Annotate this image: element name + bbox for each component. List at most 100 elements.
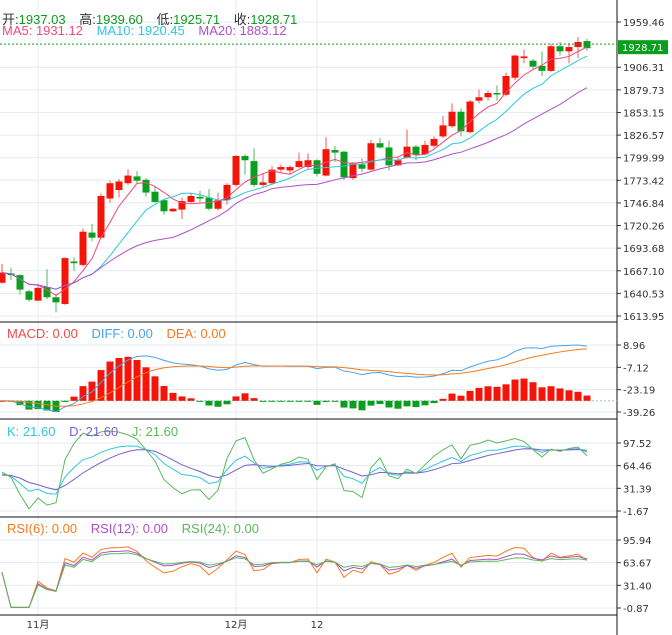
candle-down <box>241 155 249 161</box>
diff-legend: DIFF: 0.00 <box>91 326 153 341</box>
macd-bar <box>331 400 339 402</box>
macd-bar <box>511 379 519 401</box>
candle-up <box>430 138 438 146</box>
macd-bar <box>385 400 393 408</box>
macd-tick-label: -23.19 <box>623 386 655 397</box>
macd-bar <box>358 400 366 411</box>
candle-up <box>268 169 276 184</box>
candle-down <box>583 41 591 49</box>
macd-bar <box>502 384 510 401</box>
candle-down <box>340 151 348 178</box>
low-value: 1925.71 <box>173 12 221 27</box>
macd-bar <box>340 400 348 408</box>
candle-up <box>169 208 177 212</box>
macd-bar <box>241 393 249 401</box>
macd-bar <box>322 400 330 402</box>
low-label: 低: <box>156 12 174 27</box>
candle-up <box>475 97 483 101</box>
candle-up <box>565 47 573 52</box>
price-tick-label: 1906.31 <box>623 63 664 74</box>
macd-bar <box>178 396 186 401</box>
candle-up <box>439 125 447 137</box>
rsi-tick-label: -0.87 <box>623 604 649 615</box>
macd-bar <box>61 400 69 402</box>
macd-bar <box>187 398 195 401</box>
candle-down <box>538 65 546 71</box>
price-tick-label: 1879.73 <box>623 86 664 97</box>
candle-down <box>70 261 78 264</box>
rsi12-line <box>1 550 588 608</box>
candle-down <box>88 232 96 238</box>
candle-up <box>0 272 6 283</box>
macd-bar <box>466 390 474 401</box>
kdj-tick-label: 31.39 <box>623 484 652 495</box>
candle-up <box>61 258 69 305</box>
rsi6-legend: RSI(6): 0.00 <box>7 521 78 536</box>
macd-bar <box>295 400 303 402</box>
dea-line <box>1 348 588 407</box>
macd-bar <box>475 387 483 401</box>
macd-bar <box>259 400 267 402</box>
kdj-tick-label: 64.46 <box>623 462 652 473</box>
price-tick-label: 1667.10 <box>623 267 664 278</box>
ma10-line <box>1 55 588 290</box>
candle-up <box>421 144 429 155</box>
price-tick-label: 1746.84 <box>623 199 664 210</box>
candle-up <box>547 46 555 71</box>
macd-bar <box>394 400 402 409</box>
kdj-tick-label: -1.67 <box>623 507 649 518</box>
ohlc-header: 开:1937.03 高:1939.60 低:1925.71 收:1928.71 <box>2 9 307 28</box>
x-axis-label: 12月 <box>225 619 248 631</box>
candle-down <box>43 287 51 298</box>
rsi-tick-label: 63.67 <box>623 559 652 570</box>
macd-bar <box>97 370 105 401</box>
candle-up <box>484 93 492 98</box>
ma20-legend: MA20: 1883.12 <box>198 23 287 38</box>
macd-bar <box>457 395 465 401</box>
macd-bar <box>565 390 573 401</box>
candle-down <box>313 160 321 174</box>
macd-bar <box>286 400 294 402</box>
candle-up <box>466 101 474 133</box>
macd-bar <box>169 392 177 401</box>
last-price-badge <box>618 40 668 55</box>
macd-bar <box>151 376 159 401</box>
j-line <box>1 430 588 510</box>
rsi12-legend: RSI(12): 0.00 <box>90 521 169 536</box>
macd-bar <box>376 400 384 404</box>
macd-bar <box>106 361 114 401</box>
candle-up <box>277 167 285 170</box>
candle-down <box>358 164 366 169</box>
macd-bar <box>25 400 33 410</box>
high-value: 1939.60 <box>95 12 143 27</box>
x-axis-label: 12 <box>311 620 324 631</box>
candle-up <box>511 55 519 78</box>
macd-header: MACD: 0.00 DIFF: 0.00 DEA: 0.00 <box>7 326 236 341</box>
candle-down <box>412 146 420 156</box>
candle-down <box>196 196 204 199</box>
macd-bar <box>574 391 582 401</box>
macd-bar <box>547 386 555 401</box>
high-label: 高: <box>79 12 96 27</box>
macd-bar <box>412 400 420 408</box>
macd-tick-label: -7.12 <box>623 363 649 374</box>
macd-bar <box>70 396 78 401</box>
macd-bar <box>403 400 411 407</box>
candle-down <box>160 200 168 212</box>
ma5-legend: MA5: 1931.12 <box>2 23 83 38</box>
candle-up <box>367 143 375 170</box>
macd-bar <box>16 400 24 406</box>
candle-up <box>124 175 132 184</box>
rsi24-legend: RSI(24): 0.00 <box>181 521 259 536</box>
macd-bar <box>529 382 537 401</box>
macd-bar <box>124 356 132 401</box>
candle-up <box>259 182 267 185</box>
rsi-tick-label: 95.94 <box>623 536 652 547</box>
d-legend: D: 21.60 <box>69 424 119 439</box>
k-line <box>1 445 588 495</box>
candle-up <box>106 183 114 199</box>
open-label: 开: <box>2 12 19 27</box>
ma5-line <box>1 46 588 296</box>
macd-bar <box>133 359 141 401</box>
